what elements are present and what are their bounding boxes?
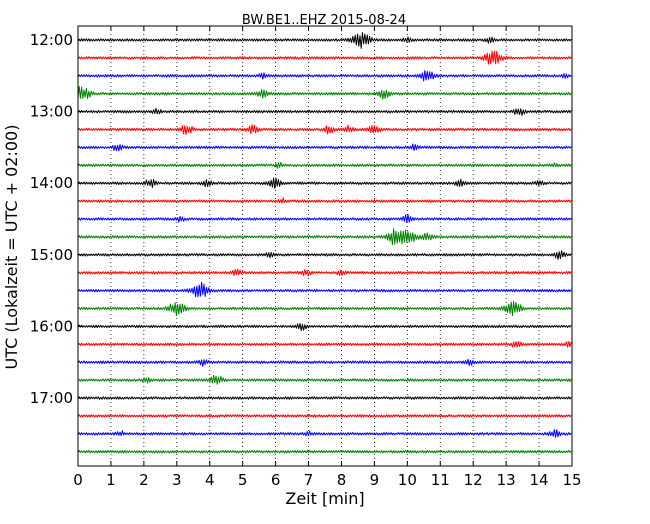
y-tick-label: 12:00 (30, 31, 73, 49)
x-tick-label: 7 (304, 471, 314, 489)
trace-line (77, 143, 572, 152)
x-tick-label: 15 (562, 471, 581, 489)
trace-line (77, 124, 572, 136)
y-tick-label: 16:00 (30, 317, 73, 335)
x-tick-label: 6 (271, 471, 281, 489)
x-tick-label: 11 (431, 471, 450, 489)
trace-line (77, 107, 572, 116)
trace-line (77, 85, 572, 100)
x-tick-label: 8 (337, 471, 347, 489)
trace-line (77, 449, 572, 454)
y-tick-label: 15:00 (30, 246, 73, 264)
y-tick-label: 17:00 (30, 389, 73, 407)
trace-line (77, 396, 572, 400)
x-tick-label: 1 (106, 471, 116, 489)
trace-line (77, 268, 572, 277)
trace-line (77, 358, 572, 367)
trace-group (77, 32, 572, 454)
y-axis-label: UTC (Lokalzeit = UTC + 02:00) (2, 125, 21, 370)
x-tick-label: 10 (398, 471, 417, 489)
trace-line (77, 414, 572, 418)
trace-line (77, 300, 572, 317)
trace-line (77, 213, 572, 224)
x-axis-label: Zeit [min] (285, 489, 364, 508)
x-axis: 0 1 2 3 4 5 6 7 8 9 10 11 12 13 14 15 (73, 26, 582, 489)
y-tick-label: 13:00 (30, 103, 73, 121)
trace-line (77, 340, 572, 348)
chart-title: BW.BE1..EHZ 2015-08-24 (242, 13, 406, 28)
x-tick-label: 3 (172, 471, 182, 489)
y-axis: 12:00 13:00 14:00 15:00 16:00 17:00 (30, 31, 83, 407)
x-tick-label: 2 (139, 471, 149, 489)
trace-line (77, 250, 572, 260)
x-tick-label: 13 (497, 471, 516, 489)
grid-lines (110, 26, 540, 466)
x-tick-label: 5 (238, 471, 248, 489)
x-tick-label: 9 (370, 471, 380, 489)
trace-line (77, 375, 572, 385)
trace-line (77, 323, 572, 331)
trace-line (77, 429, 572, 438)
x-tick-label: 14 (530, 471, 549, 489)
x-tick-label: 4 (205, 471, 215, 489)
trace-line (77, 228, 572, 246)
trace-line (77, 50, 572, 65)
plot-frame (77, 25, 573, 467)
y-tick-label: 14:00 (30, 174, 73, 192)
trace-line (77, 197, 572, 204)
x-tick-label: 12 (464, 471, 483, 489)
trace-line (77, 32, 572, 49)
trace-line (77, 70, 572, 82)
trace-line (77, 177, 572, 189)
x-tick-label: 0 (73, 471, 83, 489)
trace-line (77, 281, 572, 298)
trace-line (77, 161, 572, 169)
